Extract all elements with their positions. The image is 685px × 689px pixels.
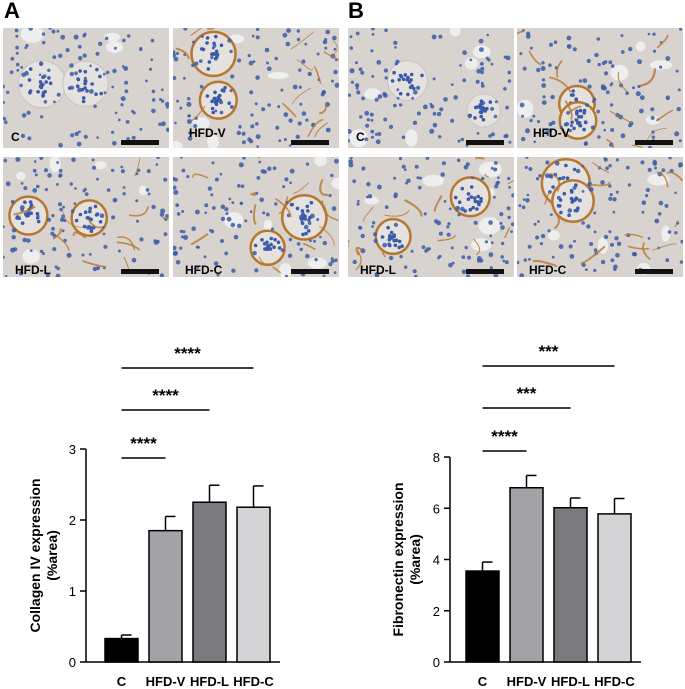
x-tick-label: HFD-C	[594, 674, 635, 689]
micrograph-label: HFD-C	[529, 263, 567, 277]
micrograph-b-hfd-v: HFD-V	[517, 28, 683, 148]
scale-bar	[121, 269, 159, 274]
micrograph-label: HFD-V	[189, 126, 226, 140]
y-tick-label: 8	[433, 450, 440, 465]
bar-hfd-l	[553, 506, 588, 663]
significance-label: ***	[539, 342, 559, 361]
x-tick-label: HFD-V	[146, 674, 186, 689]
significance-label: ***	[517, 384, 537, 403]
micrograph-a-hfd-v: HFD-V	[173, 28, 339, 148]
bar-hfd-v	[148, 529, 183, 663]
y-tick-label: 2	[433, 604, 440, 619]
micrograph-label: HFD-C	[185, 263, 223, 277]
y-tick-label: 1	[69, 584, 76, 599]
x-tick-label: HFD-V	[507, 674, 547, 689]
scale-bar	[635, 269, 673, 274]
x-tick-label: HFD-C	[233, 674, 274, 689]
y-tick-label: 0	[433, 655, 440, 670]
y-axis-label: Fibronectin expression	[390, 482, 406, 636]
y-tick-label: 3	[69, 442, 76, 457]
x-tick-label: HFD-L	[190, 674, 229, 689]
scale-bar	[466, 269, 504, 274]
significance-label: ****	[174, 344, 201, 363]
bar-c	[465, 570, 500, 663]
micrograph-label: HFD-V	[533, 126, 570, 140]
panel-a-label: A	[4, 0, 20, 23]
scale-bar	[121, 140, 159, 145]
micrograph-a-hfd-l: HFD-L	[3, 157, 169, 277]
bar-hfd-v	[509, 487, 544, 663]
micrograph-label: HFD-L	[15, 263, 51, 277]
micrograph-b-hfd-c: HFD-C	[517, 157, 683, 277]
micrograph-a-c: C	[3, 28, 169, 148]
scale-bar	[291, 140, 329, 145]
scale-bar	[635, 140, 673, 145]
micrograph-a-hfd-c: HFD-C	[173, 157, 339, 277]
micrograph-label: HFD-L	[360, 263, 396, 277]
significance-label: ****	[130, 434, 157, 453]
y-tick-label: 2	[69, 513, 76, 528]
scale-bar	[466, 140, 504, 145]
scale-bar	[291, 269, 329, 274]
micrograph-b-c: C	[348, 28, 514, 148]
y-axis-label: Collagen IV expression	[27, 478, 43, 632]
bar-hfd-c	[236, 506, 271, 663]
significance-label: ****	[152, 386, 179, 405]
y-tick-label: 6	[433, 501, 440, 516]
panel-b-label: B	[348, 0, 364, 23]
y-axis-label-unit: (%area)	[44, 530, 60, 581]
micrograph-label: C	[356, 130, 365, 144]
x-tick-label: C	[117, 674, 127, 689]
x-tick-label: C	[478, 674, 488, 689]
y-tick-label: 4	[433, 553, 440, 568]
bar-hfd-c	[597, 513, 632, 663]
bar-c	[104, 637, 139, 663]
micrograph-b-hfd-l: HFD-L	[348, 157, 514, 277]
significance-label: ****	[491, 427, 518, 446]
bar-hfd-l	[192, 501, 227, 663]
y-axis-label-unit: (%area)	[407, 534, 423, 585]
x-tick-label: HFD-L	[551, 674, 590, 689]
micrograph-label: C	[11, 130, 20, 144]
y-tick-label: 0	[69, 655, 76, 670]
